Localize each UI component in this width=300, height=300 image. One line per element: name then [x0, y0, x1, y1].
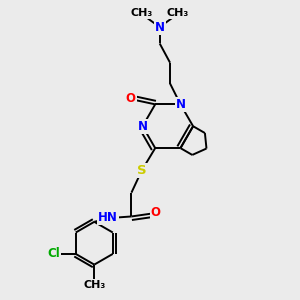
Text: CH₃: CH₃ — [167, 8, 189, 18]
Text: N: N — [138, 120, 148, 133]
Text: S: S — [137, 164, 147, 177]
Text: O: O — [151, 206, 161, 219]
Text: CH₃: CH₃ — [131, 8, 153, 18]
Text: HN: HN — [98, 211, 118, 224]
Text: O: O — [126, 92, 136, 105]
Text: N: N — [155, 21, 165, 34]
Text: N: N — [176, 98, 185, 111]
Text: CH₃: CH₃ — [83, 280, 105, 290]
Text: Cl: Cl — [48, 248, 60, 260]
